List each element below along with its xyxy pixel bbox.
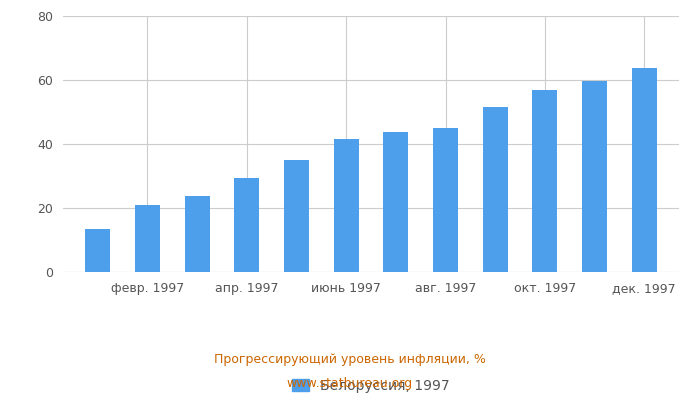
Bar xyxy=(433,128,458,272)
Bar xyxy=(334,139,358,272)
Text: www.statbureau.org: www.statbureau.org xyxy=(287,378,413,390)
Bar xyxy=(135,205,160,272)
Bar xyxy=(185,196,209,272)
Bar xyxy=(384,132,408,272)
Legend: Белоруссия, 1997: Белоруссия, 1997 xyxy=(287,373,455,398)
Bar xyxy=(85,229,110,272)
Bar xyxy=(483,107,507,272)
Bar xyxy=(582,81,607,272)
Bar xyxy=(284,160,309,272)
Bar xyxy=(234,178,259,272)
Text: Прогрессирующий уровень инфляции, %: Прогрессирующий уровень инфляции, % xyxy=(214,354,486,366)
Bar xyxy=(632,68,657,272)
Bar xyxy=(533,90,557,272)
